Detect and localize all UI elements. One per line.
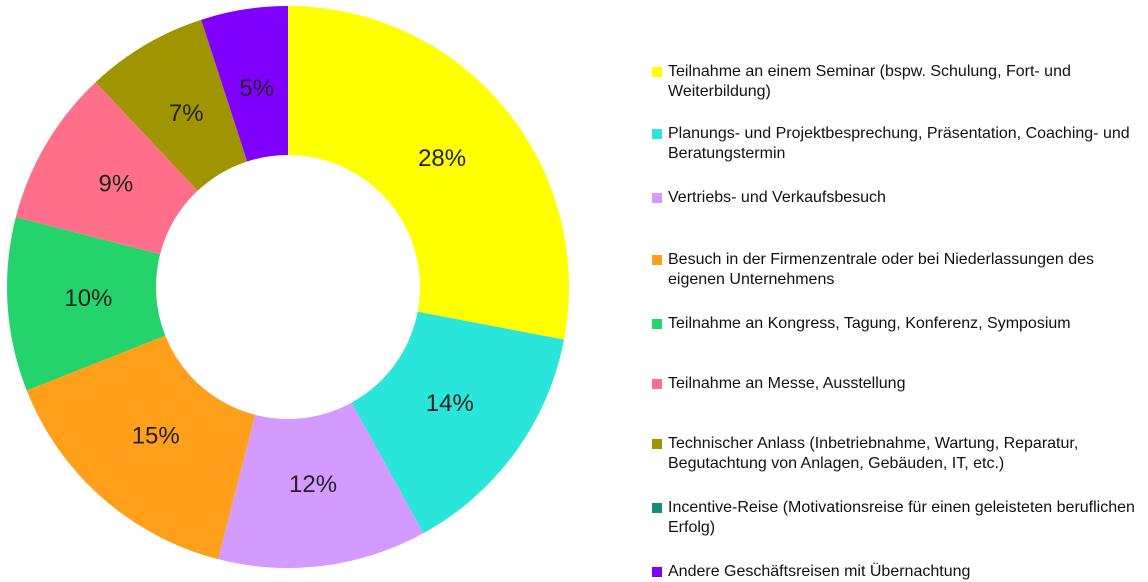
legend-label: Teilnahme an Messe, Ausstellung [668, 375, 906, 392]
data-label: 14% [426, 390, 474, 417]
legend-swatch [652, 67, 662, 77]
slice [288, 6, 569, 340]
legend-item: Andere Geschäftsreisen mit Übernachtung [652, 562, 1142, 582]
legend-swatch [652, 129, 662, 139]
data-label: 7% [169, 100, 204, 127]
data-label: 5% [239, 75, 274, 102]
data-label: 9% [99, 171, 134, 198]
slice [218, 402, 424, 569]
legend-item: Teilnahme an Messe, Ausstellung [652, 374, 1142, 394]
slice [15, 82, 198, 255]
data-label: 12% [289, 471, 337, 498]
legend-swatch [652, 503, 662, 513]
legend-label: Technischer Anlass (Inbetriebnahme, Wart… [668, 435, 1079, 472]
slice [95, 19, 248, 191]
data-label: 15% [132, 422, 180, 449]
legend-swatch [652, 379, 662, 389]
slice [351, 311, 565, 534]
legend-label: Andere Geschäftsreisen mit Übernachtung [668, 563, 971, 580]
data-label: 10% [64, 285, 112, 312]
legend-item: Incentive-Reise (Motivationsreise für ei… [652, 498, 1142, 538]
legend-label: Incentive-Reise (Motivationsreise für ei… [668, 499, 1135, 536]
legend-label: Teilnahme an einem Seminar (bspw. Schulu… [668, 63, 1071, 100]
legend-label: Besuch in der Firmenzentrale oder bei Ni… [668, 251, 1095, 288]
chart: 28% 14% 12% 15% 10% 9% 7% 5% [7, 6, 569, 569]
legend-item: Technischer Anlass (Inbetriebnahme, Wart… [652, 434, 1142, 474]
slice [26, 335, 256, 560]
legend-swatch [652, 193, 662, 203]
legend-label: Vertriebs- und Verkaufsbesuch [668, 189, 886, 206]
legend-swatch [652, 255, 662, 265]
legend-label: Teilnahme an Kongress, Tagung, Konferenz… [668, 315, 1071, 332]
legend-swatch [652, 567, 662, 577]
legend-item: Planungs- und Projektbesprechung, Präsen… [652, 124, 1142, 164]
data-label: 28% [418, 145, 466, 172]
legend-swatch [652, 319, 662, 329]
legend-item: Besuch in der Firmenzentrale oder bei Ni… [652, 250, 1142, 290]
legend-swatch [652, 439, 662, 449]
legend-item: Teilnahme an Kongress, Tagung, Konferenz… [652, 314, 1142, 334]
legend-label: Planungs- und Projektbesprechung, Präsen… [668, 125, 1130, 162]
legend-item: Vertriebs- und Verkaufsbesuch [652, 188, 1142, 208]
slice [7, 217, 166, 391]
legend-item: Teilnahme an einem Seminar (bspw. Schulu… [652, 62, 1142, 102]
slice [201, 6, 288, 162]
